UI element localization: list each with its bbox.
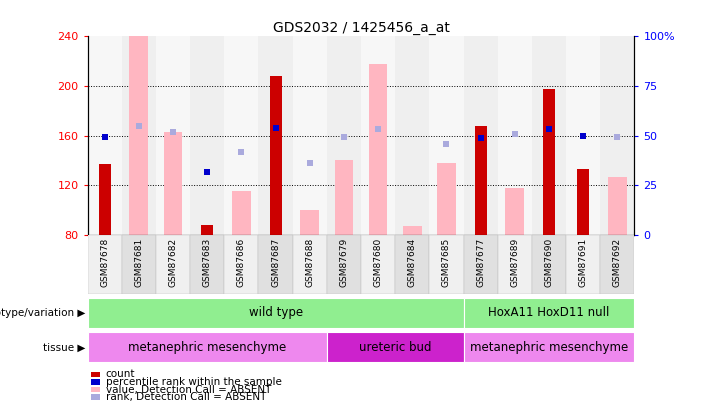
Bar [566,235,600,294]
Text: GSM87691: GSM87691 [578,238,587,287]
Bar [190,235,224,294]
Bar [600,235,634,294]
Bar [361,36,395,235]
Text: GSM87679: GSM87679 [339,238,348,287]
Text: GSM87682: GSM87682 [168,238,177,287]
Text: genotype/variation ▶: genotype/variation ▶ [0,308,85,318]
Bar [259,235,293,294]
Text: GSM87688: GSM87688 [305,238,314,287]
Bar [270,76,282,235]
Text: metanephric mesenchyme: metanephric mesenchyme [470,341,628,354]
Bar [99,164,111,235]
Bar [327,235,361,294]
Text: GSM87677: GSM87677 [476,238,485,287]
Text: GSM87686: GSM87686 [237,238,246,287]
Text: percentile rank within the sample: percentile rank within the sample [106,377,282,387]
Bar [91,394,100,400]
Text: value, Detection Call = ABSENT: value, Detection Call = ABSENT [106,385,271,394]
Bar [327,36,361,235]
Bar [91,372,100,377]
Bar [130,36,149,235]
Bar [505,188,524,235]
Text: HoxA11 HoxD11 null: HoxA11 HoxD11 null [489,306,610,320]
Bar [293,235,327,294]
Bar [91,379,100,385]
Bar [361,235,395,294]
Text: count: count [106,369,135,379]
Bar [429,235,463,294]
Bar [259,36,293,235]
Bar [395,235,429,294]
Bar [532,235,566,294]
Text: GSM87685: GSM87685 [442,238,451,287]
Bar [88,36,122,235]
Bar [463,298,634,328]
Bar [122,235,156,294]
Text: metanephric mesenchyme: metanephric mesenchyme [128,341,286,354]
Bar [437,163,456,235]
Bar [88,235,122,294]
Bar [232,192,251,235]
Bar [88,298,463,328]
Text: GSM87683: GSM87683 [203,238,212,287]
Bar [369,64,388,235]
Bar [463,36,498,235]
Text: ureteric bud: ureteric bud [359,341,431,354]
Bar [201,225,213,235]
Bar [600,36,634,235]
Title: GDS2032 / 1425456_a_at: GDS2032 / 1425456_a_at [273,21,449,35]
Text: GSM87690: GSM87690 [545,238,554,287]
Bar [91,387,100,392]
Text: GSM87681: GSM87681 [135,238,144,287]
Bar [327,332,463,362]
Text: rank, Detection Call = ABSENT: rank, Detection Call = ABSENT [106,392,266,402]
Bar [429,36,463,235]
Bar [395,36,429,235]
Bar [475,126,486,235]
Text: GSM87687: GSM87687 [271,238,280,287]
Bar [156,235,190,294]
Bar [403,226,422,235]
Text: tissue ▶: tissue ▶ [43,342,85,352]
Bar [163,132,182,235]
Bar [156,36,190,235]
Bar [566,36,600,235]
Text: GSM87692: GSM87692 [613,238,622,287]
Bar [532,36,566,235]
Bar [543,89,555,235]
Bar [577,169,589,235]
Text: wild type: wild type [249,306,303,320]
Bar [224,235,259,294]
Text: GSM87689: GSM87689 [510,238,519,287]
Bar [334,160,353,235]
Bar [463,235,498,294]
Bar [224,36,259,235]
Bar [190,36,224,235]
Text: GSM87684: GSM87684 [408,238,417,287]
Bar [122,36,156,235]
Bar [463,332,634,362]
Bar [498,36,532,235]
Bar [608,177,627,235]
Text: GSM87680: GSM87680 [374,238,383,287]
Bar [293,36,327,235]
Bar [300,210,319,235]
Bar [498,235,532,294]
Text: GSM87678: GSM87678 [100,238,109,287]
Bar [88,332,327,362]
